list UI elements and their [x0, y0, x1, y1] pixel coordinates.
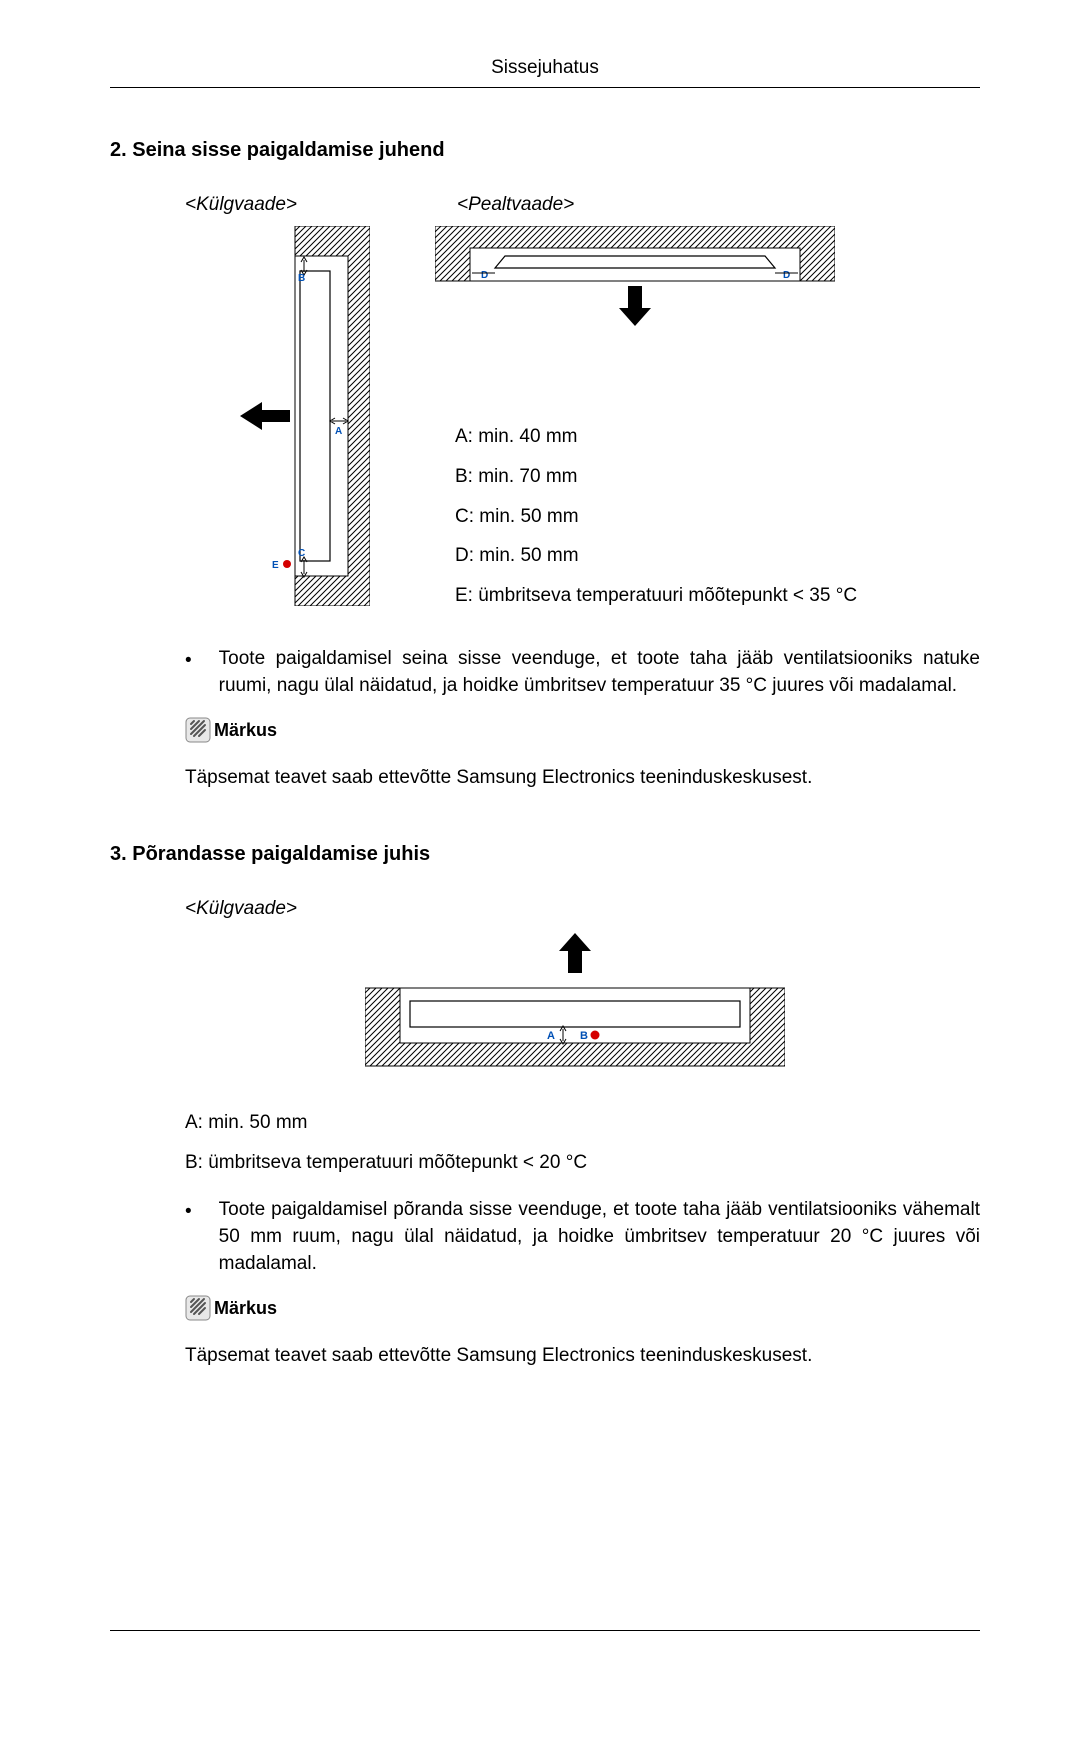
section2-note-text: Täpsemat teavet saab ettevõtte Samsung E…	[110, 765, 980, 792]
top-view-label: <Pealtvaade>	[457, 192, 574, 219]
marker-a: A	[335, 426, 342, 437]
top-view-diagram: D D	[435, 226, 980, 335]
section3-note-text: Täpsemat teavet saab ettevõtte Samsung E…	[110, 1343, 980, 1370]
bullet-text: Toote paigaldamisel seina sisse veenduge…	[219, 646, 980, 699]
meas-a: A: min. 40 mm	[455, 417, 980, 457]
section3-note-header: Märkus	[110, 1295, 980, 1321]
note-label: Märkus	[214, 1296, 277, 1321]
airflow-arrow-up	[559, 933, 591, 973]
meas-e: E: ümbritseva temperatuuri mõõtepunkt < …	[455, 576, 980, 616]
airflow-arrow-left	[240, 402, 290, 430]
marker-e: E	[272, 560, 279, 571]
view-labels-row: <Külgvaade> <Pealtvaade>	[110, 192, 980, 219]
side-view-diagram: B A C E	[240, 226, 370, 615]
section2-bullet: • Toote paigaldamisel seina sisse veendu…	[110, 646, 980, 699]
bullet-icon: •	[185, 1197, 192, 1277]
section3-view-label: <Külgvaade>	[110, 896, 980, 923]
section2-diagrams: B A C E	[110, 226, 980, 616]
footer-rule	[110, 1630, 980, 1632]
measurements-list: A: min. 40 mm B: min. 70 mm C: min. 50 m…	[435, 417, 980, 616]
meas-c: C: min. 50 mm	[455, 497, 980, 537]
marker-d-right: D	[783, 270, 790, 281]
note-label: Märkus	[214, 718, 277, 743]
meas3-a: A: min. 50 mm	[185, 1103, 980, 1143]
bullet-icon: •	[185, 646, 192, 699]
marker-c: C	[298, 548, 305, 559]
airflow-arrow-down	[619, 286, 651, 326]
meas3-b: B: ümbritseva temperatuuri mõõtepunkt < …	[185, 1143, 980, 1183]
note-icon	[185, 717, 211, 743]
marker-b: B	[298, 273, 305, 284]
section3-diagram: A B	[110, 933, 980, 1073]
section2-title: 2. Seina sisse paigaldamise juhend	[110, 136, 980, 164]
section3-bullet: • Toote paigaldamisel põranda sisse veen…	[110, 1197, 980, 1277]
section2-note-header: Märkus	[110, 717, 980, 743]
marker-a3: A	[547, 1030, 555, 1042]
page-header: Sissejuhatus	[110, 0, 980, 88]
section3-title: 3. Põrandasse paigaldamise juhis	[110, 840, 980, 868]
marker-d-left: D	[481, 270, 488, 281]
marker-b3: B	[580, 1030, 588, 1042]
section3-values: A: min. 50 mm B: ümbritseva temperatuuri…	[110, 1103, 980, 1183]
bullet3-text: Toote paigaldamisel põranda sisse veendu…	[219, 1197, 980, 1277]
note-icon	[185, 1295, 211, 1321]
meas-d: D: min. 50 mm	[455, 536, 980, 576]
meas-b: B: min. 70 mm	[455, 457, 980, 497]
side-view-label: <Külgvaade>	[185, 192, 297, 219]
